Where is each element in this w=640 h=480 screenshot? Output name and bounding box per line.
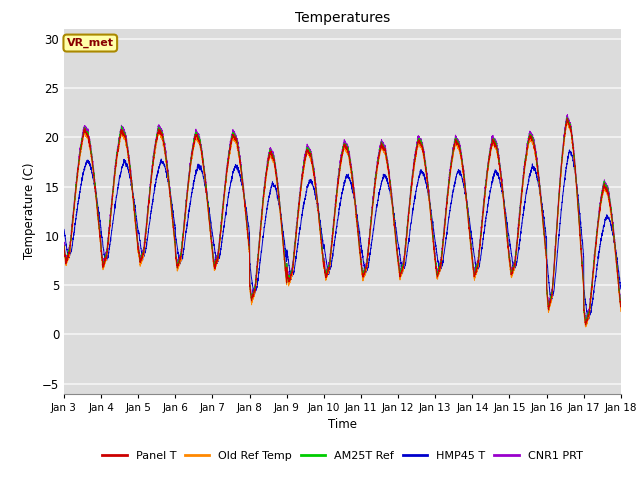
Y-axis label: Temperature (C): Temperature (C)	[23, 163, 36, 260]
Text: VR_met: VR_met	[67, 38, 114, 48]
Title: Temperatures: Temperatures	[295, 11, 390, 25]
X-axis label: Time: Time	[328, 418, 357, 431]
Legend: Panel T, Old Ref Temp, AM25T Ref, HMP45 T, CNR1 PRT: Panel T, Old Ref Temp, AM25T Ref, HMP45 …	[98, 446, 587, 466]
